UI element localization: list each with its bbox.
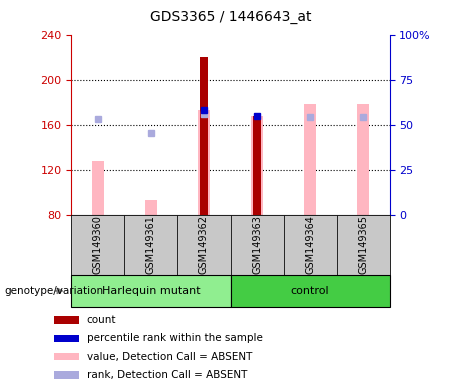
Bar (54, 316, 78, 324)
Bar (177, 215, 230, 275)
Text: value, Detection Call = ABSENT: value, Detection Call = ABSENT (87, 352, 252, 362)
Text: GSM149362: GSM149362 (199, 215, 209, 274)
Bar (71, 275, 230, 307)
Text: GSM149364: GSM149364 (305, 215, 315, 274)
Bar (337, 215, 390, 275)
Bar (230, 215, 284, 275)
Bar (54, 334, 78, 342)
Bar (284, 215, 337, 275)
Bar (357, 104, 369, 215)
Text: count: count (87, 315, 116, 325)
Bar (92, 161, 104, 215)
Bar (198, 110, 210, 215)
Text: rank, Detection Call = ABSENT: rank, Detection Call = ABSENT (87, 370, 247, 380)
Text: genotype/variation: genotype/variation (5, 286, 104, 296)
Bar (251, 116, 263, 215)
Bar (71, 215, 124, 275)
Bar (54, 371, 78, 379)
Text: GSM149360: GSM149360 (93, 215, 103, 274)
Text: GSM149365: GSM149365 (358, 215, 368, 274)
Text: Harlequin mutant: Harlequin mutant (102, 286, 200, 296)
Bar (253, 116, 261, 215)
Text: control: control (291, 286, 329, 296)
Text: GSM149363: GSM149363 (252, 215, 262, 274)
Bar (145, 200, 157, 215)
Bar (124, 215, 177, 275)
Bar (54, 353, 78, 361)
Text: percentile rank within the sample: percentile rank within the sample (87, 333, 263, 343)
Text: GDS3365 / 1446643_at: GDS3365 / 1446643_at (150, 10, 311, 23)
Bar (230, 275, 390, 307)
Bar (304, 104, 316, 215)
Text: GSM149361: GSM149361 (146, 215, 156, 274)
Bar (200, 57, 208, 215)
